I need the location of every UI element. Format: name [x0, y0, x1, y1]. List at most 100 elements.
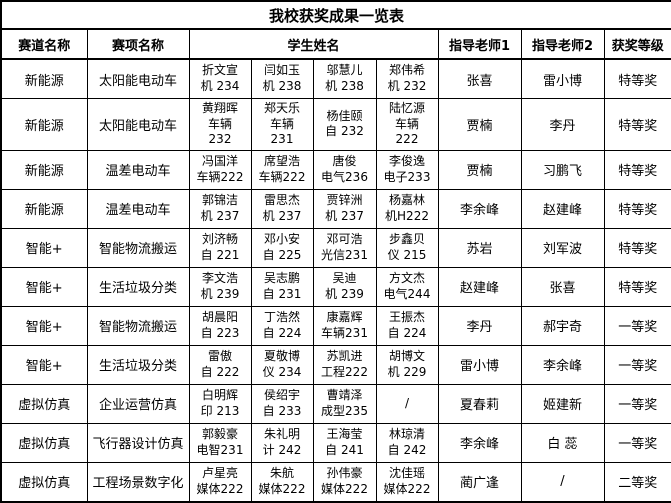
table-row: 智能+ 智能物流搬运 刘济畅 自 221 邓小安 自 225 邓可浩 光信231…	[0, 227, 671, 268]
track-cell: 新能源	[0, 98, 88, 151]
student-cell: 林琼清 自 242	[375, 422, 439, 463]
student-cell: 侯绍宇 自 233	[250, 383, 314, 424]
student-cell: 孙伟豪 媒体222	[312, 461, 377, 503]
student-cell: 闫如玉 机 238	[250, 58, 314, 99]
column-header-students: 学生姓名	[188, 28, 439, 60]
advisor2-cell: 姬建新	[520, 383, 605, 424]
event-cell: 太阳能电动车	[86, 98, 190, 151]
student-cell: 丁浩然 自 224	[250, 305, 314, 346]
table-row: 智能+ 生活垃圾分类 雷傲 自 222 夏敬博 仪 234 苏凯进 工程222 …	[0, 344, 671, 385]
student-cell: 郑天乐 车辆 231	[250, 98, 314, 151]
advisor2-cell: 赵建峰	[520, 188, 605, 229]
event-cell: 太阳能电动车	[86, 58, 190, 99]
track-cell: 智能+	[0, 305, 88, 346]
advisor2-cell: 刘军波	[520, 227, 605, 268]
award-cell: 一等奖	[603, 305, 671, 346]
track-cell: 新能源	[0, 58, 88, 99]
track-cell: 虚拟仿真	[0, 422, 88, 463]
advisor2-cell: 李丹	[520, 98, 605, 151]
event-cell: 飞行器设计仿真	[86, 422, 190, 463]
page-title: 我校获奖成果一览表	[0, 0, 671, 30]
student-cell: 李文浩 机 239	[188, 266, 252, 307]
column-header-event: 赛项名称	[86, 28, 190, 60]
table-row: 虚拟仿真 企业运营仿真 白明辉 印 213 侯绍宇 自 233 曹靖泽 成型23…	[0, 383, 671, 424]
student-cell: 胡博文 机 229	[375, 344, 439, 385]
event-cell: 生活垃圾分类	[86, 266, 190, 307]
advisor2-cell: 白 蕊	[520, 422, 605, 463]
track-cell: 新能源	[0, 188, 88, 229]
advisor1-cell: 雷小博	[437, 344, 522, 385]
track-cell: 新能源	[0, 149, 88, 190]
student-cell: 杨嘉林 机H222	[375, 188, 439, 229]
header-row: 赛道名称 赛项名称 学生姓名 指导老师1 指导老师2 获奖等级	[0, 28, 671, 60]
title-row: 我校获奖成果一览表	[0, 0, 671, 30]
column-header-advisor2: 指导老师2	[520, 28, 605, 60]
student-cell: 黄翔晖 车辆 232	[188, 98, 252, 151]
advisor2-cell: 李余峰	[520, 344, 605, 385]
event-cell: 生活垃圾分类	[86, 344, 190, 385]
student-cell: 邓可浩 光信231	[312, 227, 377, 268]
student-cell: 王海莹 自 241	[312, 422, 377, 463]
student-cell: 方文杰 电气244	[375, 266, 439, 307]
advisor2-cell: /	[520, 461, 605, 503]
student-cell: 白明辉 印 213	[188, 383, 252, 424]
event-cell: 工程场景数字化	[86, 461, 190, 503]
event-cell: 温差电动车	[86, 188, 190, 229]
student-cell: 胡晨阳 自 223	[188, 305, 252, 346]
table-row: 虚拟仿真 工程场景数字化 卢星亮 媒体222 朱航 媒体222 孙伟豪 媒体22…	[0, 461, 671, 503]
award-cell: 特等奖	[603, 188, 671, 229]
student-cell: 曹靖泽 成型235	[312, 383, 377, 424]
event-cell: 智能物流搬运	[86, 227, 190, 268]
column-header-advisor1: 指导老师1	[437, 28, 522, 60]
student-cell: 雷思杰 机 237	[250, 188, 314, 229]
track-cell: 智能+	[0, 227, 88, 268]
student-cell: 吴志鹏 自 231	[250, 266, 314, 307]
student-cell: 李俊逸 电子233	[375, 149, 439, 190]
event-cell: 温差电动车	[86, 149, 190, 190]
student-cell: 郭锦洁 机 237	[188, 188, 252, 229]
student-cell: 步鑫贝 仪 215	[375, 227, 439, 268]
advisor2-cell: 郝宇奇	[520, 305, 605, 346]
student-cell: 康嘉辉 车辆231	[312, 305, 377, 346]
advisor1-cell: 李丹	[437, 305, 522, 346]
student-cell: 夏敬博 仪 234	[250, 344, 314, 385]
student-cell: 沈佳瑶 媒体222	[375, 461, 439, 503]
advisor1-cell: 李余峰	[437, 422, 522, 463]
table-row: 新能源 温差电动车 冯国洋 车辆222 席望浩 车辆222 唐俊 电气236 李…	[0, 149, 671, 190]
table-row: 新能源 太阳能电动车 折文宣 机 234 闫如玉 机 238 邬慧儿 机 238…	[0, 58, 671, 99]
track-cell: 虚拟仿真	[0, 461, 88, 503]
column-header-award: 获奖等级	[603, 28, 671, 60]
student-cell: 朱航 媒体222	[250, 461, 314, 503]
student-cell: 卢星亮 媒体222	[188, 461, 252, 503]
award-cell: 二等奖	[603, 461, 671, 503]
student-cell: 刘济畅 自 221	[188, 227, 252, 268]
advisor1-cell: 赵建峰	[437, 266, 522, 307]
track-cell: 智能+	[0, 266, 88, 307]
event-cell: 企业运营仿真	[86, 383, 190, 424]
advisor1-cell: 苏岩	[437, 227, 522, 268]
track-cell: 虚拟仿真	[0, 383, 88, 424]
table-row: 新能源 太阳能电动车 黄翔晖 车辆 232 郑天乐 车辆 231 杨佳颐 自 2…	[0, 98, 671, 151]
advisor1-cell: 李余峰	[437, 188, 522, 229]
student-cell: 郭毅豪 电智231	[188, 422, 252, 463]
award-cell: 一等奖	[603, 383, 671, 424]
track-cell: 智能+	[0, 344, 88, 385]
award-cell: 特等奖	[603, 227, 671, 268]
student-cell: 王振杰 自 224	[375, 305, 439, 346]
event-cell: 智能物流搬运	[86, 305, 190, 346]
table-row: 新能源 温差电动车 郭锦洁 机 237 雷思杰 机 237 贾锌洲 机 237 …	[0, 188, 671, 229]
student-cell: 折文宣 机 234	[188, 58, 252, 99]
table-row: 智能+ 智能物流搬运 胡晨阳 自 223 丁浩然 自 224 康嘉辉 车辆231…	[0, 305, 671, 346]
advisor2-cell: 习鹏飞	[520, 149, 605, 190]
student-cell: 冯国洋 车辆222	[188, 149, 252, 190]
award-cell: 特等奖	[603, 58, 671, 99]
student-cell: /	[375, 383, 439, 424]
student-cell: 邬慧儿 机 238	[312, 58, 377, 99]
table-row: 智能+ 生活垃圾分类 李文浩 机 239 吴志鹏 自 231 吴迪 机 239 …	[0, 266, 671, 307]
student-cell: 贾锌洲 机 237	[312, 188, 377, 229]
advisor1-cell: 夏春莉	[437, 383, 522, 424]
advisor2-cell: 张喜	[520, 266, 605, 307]
student-cell: 陆忆源 车辆 222	[375, 98, 439, 151]
advisor1-cell: 蔺广逢	[437, 461, 522, 503]
